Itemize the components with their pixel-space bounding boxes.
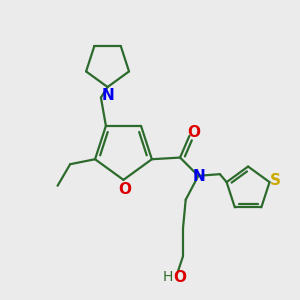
Text: H: H bbox=[163, 270, 173, 284]
Text: S: S bbox=[270, 173, 281, 188]
Text: O: O bbox=[187, 125, 200, 140]
Text: O: O bbox=[173, 269, 186, 284]
Text: N: N bbox=[193, 169, 206, 184]
Text: O: O bbox=[118, 182, 132, 197]
Text: N: N bbox=[102, 88, 115, 103]
